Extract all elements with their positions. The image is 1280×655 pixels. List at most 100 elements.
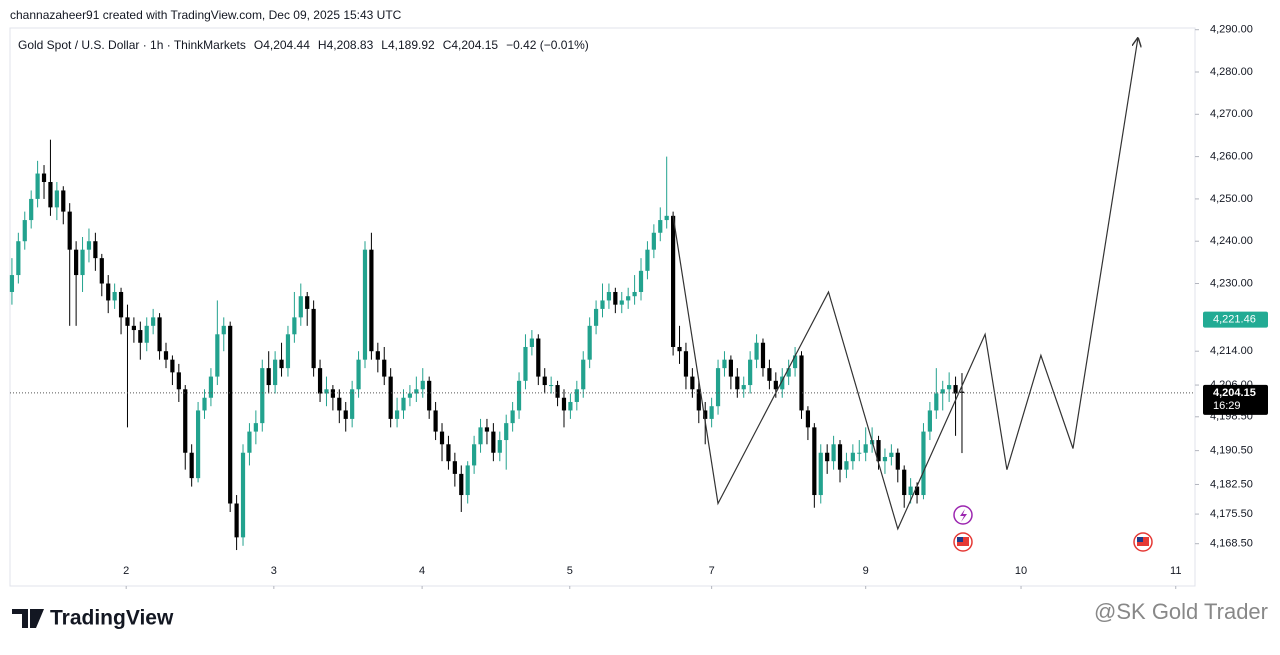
candle-body (414, 389, 419, 394)
candle-body (632, 291, 637, 297)
candle-body (337, 397, 342, 411)
candle-body (581, 359, 586, 390)
candle-body (131, 325, 136, 331)
candle-body (882, 456, 888, 462)
price-marker-label: 4,221.46 (1213, 314, 1256, 326)
candle-body (902, 469, 907, 496)
candle-body (215, 334, 220, 377)
candle-body (292, 317, 297, 335)
candle-body (459, 473, 464, 496)
candle-body (170, 359, 175, 373)
candle-body (195, 410, 201, 479)
candle-body (715, 368, 721, 407)
candle-body (908, 486, 913, 496)
candle-body (157, 317, 162, 352)
candle-body (638, 270, 644, 292)
candle-body (606, 291, 612, 301)
candle-body (671, 215, 676, 347)
candle-body (645, 249, 650, 271)
y-tick-label: 4,240.00 (1210, 235, 1253, 247)
candle-body (16, 241, 21, 276)
candle-body (703, 410, 708, 419)
candle-body (29, 198, 34, 221)
candle-body (48, 181, 53, 208)
brand-logo: TradingView (12, 607, 174, 630)
candle-body (767, 368, 772, 381)
candle-body (350, 389, 355, 419)
candle-body (324, 389, 329, 394)
x-tick-label: 9 (863, 565, 869, 577)
ohlc-header: O4,204.44 H4,208.83 L4,189.92 C4,204.15 −0.4… (254, 38, 589, 52)
price-marker-label: 4,204.15 (1213, 387, 1256, 399)
candle-body (311, 308, 316, 369)
candle-body (401, 397, 406, 411)
candle-body (375, 351, 380, 360)
candle-body (760, 342, 766, 369)
x-tick-label: 4 (419, 565, 425, 577)
header-value: C4,204.15 (443, 38, 499, 52)
candle-body (587, 325, 592, 360)
candle-body (439, 431, 445, 445)
candle-body (626, 296, 631, 301)
candle-body (818, 452, 823, 496)
candle-body (735, 376, 740, 390)
candle-body (382, 359, 387, 377)
y-tick-label: 4,190.50 (1210, 445, 1253, 457)
candle-body (754, 342, 759, 360)
candle-body (41, 173, 47, 182)
candle-body (35, 173, 40, 199)
candle-body (619, 300, 624, 305)
attribution: channazaheer91 created with TradingView.… (10, 8, 402, 22)
candle-body (446, 444, 451, 462)
candle-body (876, 440, 881, 462)
candle-body (947, 385, 952, 390)
brand-name: TradingView (50, 607, 174, 630)
projection-line (672, 38, 1138, 531)
candle-body (728, 359, 733, 377)
y-tick-label: 4,230.00 (1210, 277, 1253, 289)
candle-body (266, 368, 271, 386)
x-tick-label: 5 (567, 565, 573, 577)
candle-body (953, 385, 958, 394)
candle-body (330, 389, 335, 398)
x-tick-label: 7 (709, 565, 715, 577)
plot-frame (9, 27, 1196, 587)
candle-body (317, 368, 323, 394)
y-tick-label: 4,250.00 (1210, 193, 1253, 205)
candle-body (183, 389, 188, 453)
candle-body (497, 440, 502, 453)
candle-body (362, 249, 368, 360)
candle-body (80, 249, 85, 276)
candle-body (9, 275, 15, 292)
candle-body (240, 452, 246, 538)
candle-body (202, 397, 207, 411)
candle-body (427, 380, 432, 411)
y-tick-label: 4,270.00 (1210, 108, 1253, 120)
candle-body (478, 427, 483, 445)
logo-mark (31, 609, 37, 615)
candle-body (786, 368, 791, 377)
candle-body (600, 300, 605, 309)
candle-body (189, 452, 194, 479)
candle-body (844, 461, 849, 470)
candle-body (780, 376, 785, 390)
candle-body (504, 423, 509, 441)
candle-body (151, 317, 156, 326)
candle-body (921, 431, 926, 496)
candle-body (234, 503, 239, 538)
candle-body (568, 401, 573, 411)
candle-body (593, 308, 599, 326)
candle-body (22, 220, 27, 242)
candle-body (523, 346, 528, 381)
event-icon (960, 509, 967, 522)
candle-body (260, 368, 265, 424)
price-marker (1203, 384, 1268, 415)
candle-body (677, 346, 682, 352)
candle-body (748, 359, 753, 386)
candle-body (536, 338, 541, 377)
candle-body (228, 325, 233, 504)
candle-body (388, 376, 393, 419)
candle-body (125, 317, 130, 326)
candle-body (561, 397, 567, 411)
y-tick-label: 4,168.50 (1210, 538, 1253, 550)
